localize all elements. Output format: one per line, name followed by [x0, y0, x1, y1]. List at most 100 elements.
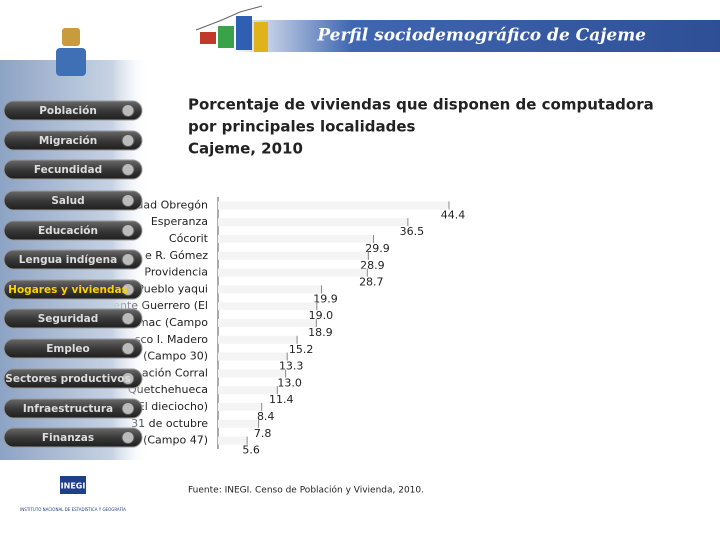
- source-note: Fuente: INEGI. Censo de Población y Vivi…: [188, 485, 424, 496]
- value-label: 19.9: [313, 292, 338, 305]
- value-label: 11.4: [269, 393, 294, 406]
- button-knob: [121, 224, 135, 237]
- value-label: 28.9: [360, 259, 385, 272]
- value-label: 13.3: [279, 360, 304, 373]
- button-bg: [3, 338, 143, 359]
- button-knob: [121, 163, 135, 176]
- category-label: e R. Gómez: [145, 249, 208, 262]
- bar: [218, 419, 259, 428]
- button-label: Salud: [51, 195, 84, 207]
- button-knob: [121, 342, 135, 355]
- value-label: 29.9: [365, 242, 390, 255]
- value-label: 13.0: [277, 376, 302, 389]
- category-label: Esperanza: [151, 215, 208, 228]
- button-label: Educación: [38, 225, 98, 237]
- menu-button[interactable]: Hogares y viviendas: [3, 279, 143, 300]
- menu-button[interactable]: Finanzas: [3, 427, 143, 448]
- bar: [218, 352, 288, 361]
- menu-button[interactable]: Empleo: [3, 338, 143, 359]
- bar: [218, 302, 317, 311]
- button-knob: [121, 104, 135, 117]
- value-label: 36.5: [400, 225, 425, 238]
- chart-title: Porcentaje de viviendas que disponen de …: [188, 96, 654, 114]
- button-bg: [3, 220, 143, 241]
- header-icon: [195, 5, 268, 52]
- button-label: Finanzas: [42, 432, 94, 444]
- bar: [218, 268, 368, 277]
- bar: [218, 369, 286, 378]
- value-label: 8.4: [257, 410, 275, 423]
- button-knob: [121, 312, 135, 325]
- header-bar: [230, 20, 720, 52]
- button-bg: [3, 427, 143, 448]
- menu-button[interactable]: Educación: [3, 220, 143, 241]
- institute-name: INSTITUTO NACIONAL DE ESTADÍSTICA Y GEOG…: [20, 507, 126, 512]
- chart-title: por principales localidades: [188, 118, 415, 136]
- bar: [218, 436, 248, 445]
- button-bg: [3, 308, 143, 329]
- category-label: Cócorit: [169, 232, 209, 245]
- button-bg: [3, 159, 143, 180]
- button-knob: [121, 194, 135, 207]
- bar: [218, 201, 449, 210]
- category-label: 31 de octubre: [131, 417, 208, 430]
- chart: Porcentaje de viviendas que disponen de …: [97, 96, 654, 457]
- button-bg: [3, 130, 143, 151]
- button-knob: [121, 283, 135, 296]
- menu-button[interactable]: Infraestructura: [3, 398, 143, 419]
- button-label: Infraestructura: [23, 403, 113, 415]
- button-label: Hogares y viviendas: [8, 284, 128, 296]
- value-label: 44.4: [441, 208, 466, 221]
- menu-button[interactable]: Migración: [3, 130, 143, 151]
- menu-button[interactable]: Lengua indígena: [3, 249, 143, 270]
- bar: [218, 386, 278, 395]
- category-label: (El dieciocho): [134, 400, 208, 413]
- button-knob: [121, 372, 135, 385]
- button-label: Población: [39, 105, 97, 117]
- category-label: dad Obregón: [136, 198, 208, 211]
- value-label: 15.2: [289, 343, 314, 356]
- value-label: 19.0: [309, 309, 334, 322]
- menu-button[interactable]: Fecundidad: [3, 159, 143, 180]
- button-label: Lengua indígena: [19, 254, 117, 266]
- button-bg: [3, 100, 143, 121]
- button-bg: [3, 398, 143, 419]
- header-title: Perfil sociodemográfico de Cajeme: [316, 26, 646, 46]
- category-label: ación Corral: [142, 366, 208, 379]
- value-label: 5.6: [242, 444, 260, 457]
- button-knob: [121, 253, 135, 266]
- bar: [218, 403, 262, 411]
- bar: [218, 335, 298, 344]
- bar: [218, 319, 317, 327]
- bar: [218, 285, 322, 294]
- category-label: sco I. Madero: [135, 333, 209, 346]
- inegi-logo: [60, 476, 86, 494]
- button-knob: [121, 431, 135, 444]
- chart-subtitle: Cajeme, 2010: [188, 140, 303, 158]
- coat-of-arms: [56, 28, 86, 76]
- menu-button[interactable]: Sectores productivos: [3, 368, 143, 389]
- bar: [218, 251, 369, 260]
- button-bg: [3, 249, 143, 270]
- value-label: 18.9: [308, 326, 333, 339]
- button-label: Seguridad: [38, 313, 99, 325]
- button-label: Migración: [39, 135, 97, 147]
- button-label: Fecundidad: [34, 164, 102, 176]
- category-label: (Campo 30): [143, 350, 208, 363]
- button-bg: [3, 368, 143, 389]
- button-knob: [121, 134, 135, 147]
- menu-button[interactable]: Salud: [3, 190, 143, 211]
- button-knob: [121, 402, 135, 415]
- bar: [218, 218, 408, 227]
- button-label: Empleo: [46, 343, 90, 355]
- menu-button[interactable]: Población: [3, 100, 143, 121]
- button-label: Sectores productivos: [5, 373, 130, 385]
- category-label: Pueblo yaqui: [137, 282, 208, 295]
- category-label: (Campo 47): [143, 434, 208, 447]
- button-bg: [3, 279, 143, 300]
- menu-button[interactable]: Seguridad: [3, 308, 143, 329]
- value-label: 28.7: [359, 276, 384, 289]
- value-label: 7.8: [254, 427, 272, 440]
- category-label: Providencia: [144, 266, 208, 279]
